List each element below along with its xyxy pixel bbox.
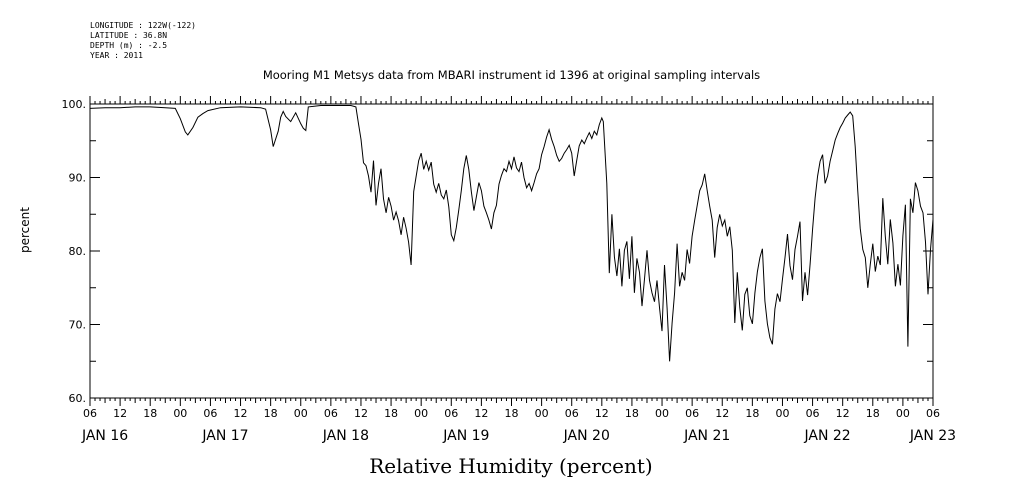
y-tick-label: 80. xyxy=(69,245,87,258)
x-day-label: JAN 22 xyxy=(804,428,851,444)
x-tick-label: 12 xyxy=(836,407,850,420)
x-tick-label: 18 xyxy=(625,407,639,420)
chart-title: Mooring M1 Metsys data from MBARI instru… xyxy=(262,68,761,82)
x-day-label: JAN 23 xyxy=(909,428,956,444)
x-tick-label: 06 xyxy=(926,407,940,420)
meta-year: YEAR : 2011 xyxy=(90,51,143,60)
x-tick-label: 12 xyxy=(595,407,609,420)
plot-frame xyxy=(89,103,934,399)
x-tick-label: 06 xyxy=(444,407,458,420)
meta-longitude: LONGITUDE : 122W(-122) xyxy=(90,21,196,30)
x-tick-label: 06 xyxy=(565,407,579,420)
x-tick-label: 12 xyxy=(113,407,127,420)
x-tick-label: 00 xyxy=(414,407,428,420)
x-tick-label: 06 xyxy=(685,407,699,420)
x-day-label: JAN 17 xyxy=(201,428,248,444)
x-tick-label: 06 xyxy=(324,407,338,420)
meta-depth: DEPTH (m) : -2.5 xyxy=(90,41,168,50)
x-tick-label: 00 xyxy=(173,407,187,420)
y-tick-label: 100. xyxy=(62,98,87,111)
x-tick-label: 18 xyxy=(143,407,157,420)
x-axis-label: Relative Humidity (percent) xyxy=(369,454,653,478)
x-tick-label: 06 xyxy=(806,407,820,420)
x-tick-label: 18 xyxy=(264,407,278,420)
x-tick-label: 00 xyxy=(294,407,308,420)
x-tick-label: 00 xyxy=(535,407,549,420)
x-day-label: JAN 20 xyxy=(563,428,610,444)
x-tick-label: 18 xyxy=(745,407,759,420)
x-day-label: JAN 19 xyxy=(442,428,489,444)
x-tick-label: 06 xyxy=(203,407,217,420)
series-line-humidity xyxy=(90,105,933,362)
x-tick-label: 18 xyxy=(505,407,519,420)
x-tick-label: 12 xyxy=(354,407,368,420)
x-tick-label: 12 xyxy=(474,407,488,420)
x-day-label: JAN 21 xyxy=(683,428,730,444)
y-tick-label: 60. xyxy=(69,392,87,405)
x-day-label: JAN 16 xyxy=(81,428,128,444)
x-tick-label: 12 xyxy=(234,407,248,420)
x-tick-label: 18 xyxy=(384,407,398,420)
x-day-label: JAN 18 xyxy=(322,428,369,444)
x-tick-label: 00 xyxy=(655,407,669,420)
x-tick-label: 00 xyxy=(896,407,910,420)
y-tick-label: 70. xyxy=(69,319,87,332)
x-tick-label: 12 xyxy=(715,407,729,420)
x-tick-label: 00 xyxy=(775,407,789,420)
y-tick-label: 90. xyxy=(69,172,87,185)
x-tick-label: 06 xyxy=(83,407,97,420)
meta-latitude: LATITUDE : 36.8N xyxy=(90,31,168,40)
x-tick-label: 18 xyxy=(866,407,880,420)
